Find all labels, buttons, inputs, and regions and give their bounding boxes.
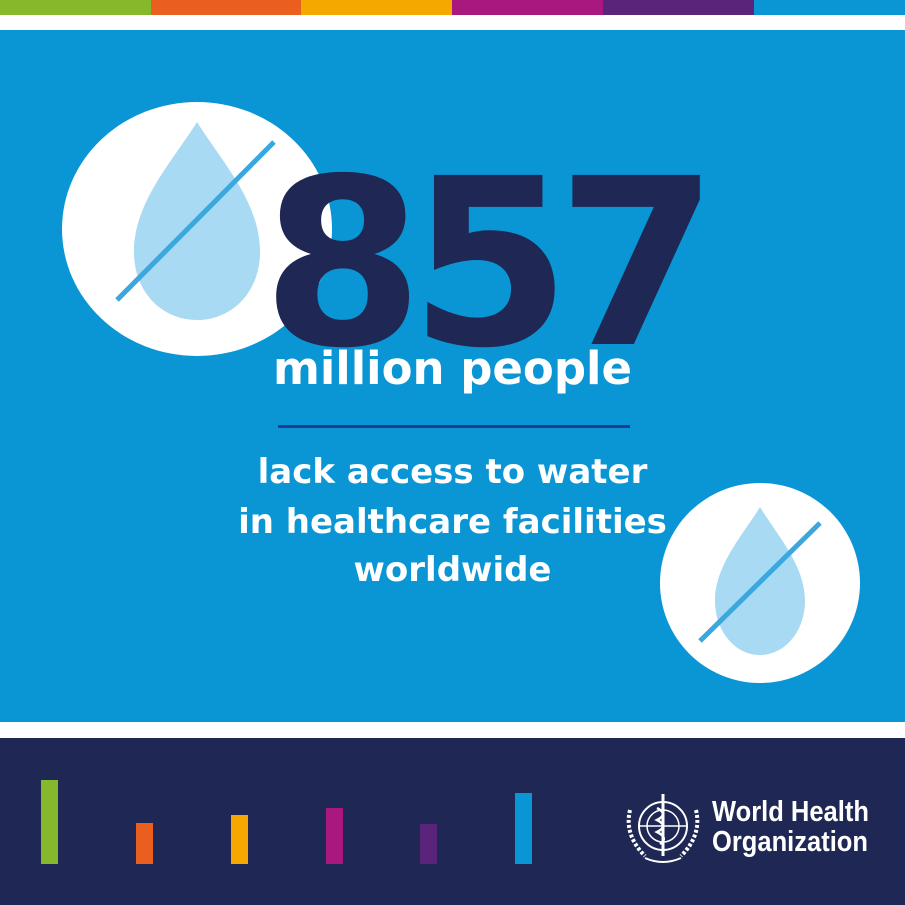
bar-green: [41, 780, 58, 864]
bar-magenta: [326, 808, 343, 864]
headline-unit: million people: [272, 342, 632, 395]
description-line: in healthcare facilities: [238, 502, 667, 542]
footer: [0, 738, 905, 905]
stripe-blue: [754, 0, 905, 15]
headline-number: 857: [262, 129, 718, 399]
org-name-line1: World Health: [712, 796, 869, 828]
divider: [278, 425, 630, 428]
stripe-yellow: [301, 0, 452, 15]
org-name: World Health Organization: [712, 797, 869, 857]
bar-yellow: [231, 815, 248, 864]
bar-blue: [515, 793, 532, 864]
stripe-magenta: [452, 0, 603, 15]
who-emblem-icon: [620, 790, 706, 866]
stripe-orange: [151, 0, 301, 15]
bar-orange: [136, 823, 153, 864]
main-panel: 857 million people lack access to water …: [0, 30, 905, 722]
no-water-drop-icon: [660, 483, 860, 683]
description-line: worldwide: [353, 550, 552, 590]
no-water-drop-icon: [62, 102, 332, 356]
stripe-green: [0, 0, 151, 15]
bar-purple: [420, 824, 437, 864]
stripe-purple: [603, 0, 754, 15]
description-line: lack access to water: [257, 452, 648, 492]
org-name-line2: Organization: [712, 826, 868, 858]
